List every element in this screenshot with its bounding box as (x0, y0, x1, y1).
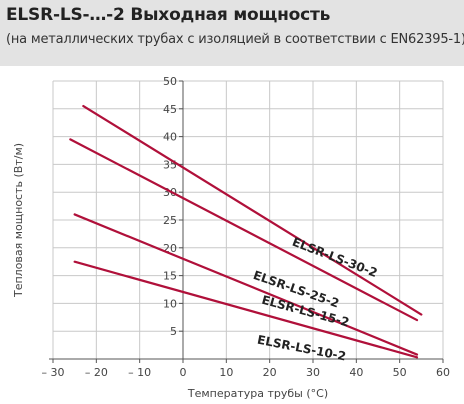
series-line-elsr-ls-30-2 (82, 104, 423, 316)
series-label-elsr-ls-30-2: ELSR-LS-30-2 (290, 235, 379, 280)
chart-title: ELSR-LS-…-2 Выходная мощность (6, 5, 331, 25)
x-tick-label: 60 (436, 366, 450, 379)
x-tick-label: 10 (219, 366, 233, 379)
x-tick-label: 0 (180, 366, 187, 379)
y-tick-label: 15 (163, 270, 177, 283)
y-axis-label: Тепловая мощность (Вт/м) (12, 143, 25, 298)
y-tick-label: 25 (163, 214, 177, 227)
series-lines (69, 104, 423, 359)
x-tick-label: 30 (306, 366, 320, 379)
x-tick-label: – 10 (128, 366, 151, 379)
series-line-elsr-ls-15-2 (73, 213, 419, 356)
x-tick-label: 20 (263, 366, 277, 379)
x-axis-label: Температура трубы (°C) (187, 387, 328, 400)
x-tick-label: 40 (349, 366, 363, 379)
chart-header: ELSR-LS-…-2 Выходная мощность (на металл… (0, 0, 464, 66)
x-tick-label: – 30 (42, 366, 65, 379)
y-tick-label: 10 (163, 297, 177, 310)
chart-subtitle: (на металлических трубах с изоляцией в с… (6, 32, 464, 47)
y-tick-label: 45 (163, 103, 177, 116)
series-labels: ELSR-LS-30-2ELSR-LS-25-2ELSR-LS-15-2ELSR… (251, 235, 379, 364)
y-tick-label: 50 (163, 75, 177, 88)
series-line-elsr-ls-25-2 (69, 138, 419, 322)
x-tick-label: 50 (393, 366, 407, 379)
series-line-elsr-ls-10-2 (73, 260, 419, 359)
x-tick-label: – 20 (85, 366, 108, 379)
y-tick-label: 5 (170, 325, 177, 338)
y-tick-label: 40 (163, 131, 177, 144)
